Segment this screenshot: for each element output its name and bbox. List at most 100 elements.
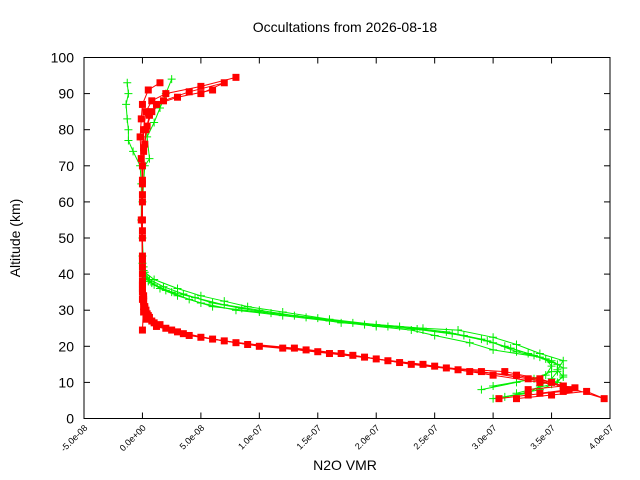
data-point	[506, 344, 515, 353]
data-point	[144, 86, 152, 94]
data-point	[501, 368, 509, 376]
series-line	[141, 263, 564, 394]
data-point	[138, 326, 146, 334]
data-point	[483, 336, 492, 345]
data-point	[138, 162, 146, 170]
x-tick-label: 2.5e-07	[411, 423, 440, 452]
data-point	[145, 154, 154, 163]
data-point	[477, 385, 486, 394]
data-point	[152, 322, 160, 330]
data-point	[143, 122, 151, 130]
data-point	[196, 291, 205, 300]
data-point	[142, 126, 150, 134]
data-point	[232, 73, 240, 81]
data-point	[512, 395, 520, 403]
data-point	[150, 118, 159, 127]
series-0	[122, 75, 568, 403]
data-point	[548, 391, 556, 399]
data-point	[123, 78, 132, 87]
data-point	[535, 349, 544, 358]
data-point	[465, 338, 474, 347]
data-point	[138, 256, 146, 264]
data-point	[430, 331, 439, 340]
data-point	[372, 320, 381, 329]
series-line	[143, 271, 553, 387]
data-point	[553, 365, 562, 374]
data-point	[489, 371, 497, 379]
data-point	[144, 312, 152, 320]
data-point	[419, 360, 427, 368]
x-tick-label: 3.5e-07	[528, 423, 557, 452]
data-point	[559, 363, 568, 372]
data-point	[124, 125, 133, 134]
y-tick-label: 0	[66, 411, 74, 427]
data-point	[124, 89, 133, 98]
data-point	[524, 386, 532, 394]
x-tick-label: 4.0e-07	[587, 423, 616, 452]
series-line	[141, 76, 576, 400]
data-point	[208, 298, 217, 307]
data-point	[185, 331, 193, 339]
data-point	[372, 355, 380, 363]
y-axis-label: Altitude (km)	[7, 199, 23, 278]
data-point	[145, 111, 153, 119]
data-point	[325, 350, 333, 358]
data-point	[209, 86, 217, 94]
data-point	[565, 386, 573, 394]
data-point	[220, 337, 228, 345]
data-point	[136, 133, 144, 141]
data-point	[142, 315, 150, 323]
data-point	[141, 140, 149, 148]
data-point	[138, 281, 146, 289]
y-tick-label: 70	[58, 158, 74, 174]
x-tick-label: -5.0e-08	[59, 423, 90, 454]
data-point	[536, 389, 544, 397]
plot-frame	[83, 57, 611, 419]
x-tick-label: 5.0e-08	[178, 423, 207, 452]
data-point	[150, 319, 158, 327]
data-point	[495, 395, 503, 403]
data-point	[244, 340, 252, 348]
data-point	[162, 324, 170, 332]
y-tick-label: 60	[58, 194, 74, 210]
x-tick-label: 2.0e-07	[353, 423, 382, 452]
data-point	[454, 326, 463, 335]
data-point	[137, 155, 145, 163]
data-point	[152, 100, 160, 108]
data-point	[138, 295, 146, 303]
y-tick-label: 40	[58, 266, 74, 282]
data-point	[123, 114, 132, 123]
data-point	[179, 330, 187, 338]
data-point	[179, 289, 188, 298]
data-point	[142, 108, 150, 116]
data-point	[137, 115, 145, 123]
x-tick-label: 0.0e+00	[118, 423, 148, 453]
data-point	[155, 104, 164, 113]
y-tick-label: 80	[58, 122, 74, 138]
series-1	[136, 73, 608, 403]
data-point	[162, 90, 170, 98]
data-point	[159, 97, 167, 105]
data-point	[536, 378, 544, 386]
data-point	[559, 372, 568, 381]
y-tick-label: 10	[58, 374, 74, 390]
data-point	[174, 93, 182, 101]
y-tick-label: 100	[51, 50, 75, 66]
data-point	[148, 97, 156, 105]
data-point	[140, 292, 148, 300]
data-point	[466, 368, 474, 376]
data-point	[571, 384, 579, 392]
data-point	[349, 351, 357, 359]
data-point	[290, 344, 298, 352]
data-point	[145, 275, 154, 284]
data-point	[477, 368, 485, 376]
data-point	[524, 391, 532, 399]
data-point	[600, 395, 608, 403]
data-point	[337, 318, 346, 327]
data-point	[448, 329, 457, 338]
data-point	[124, 136, 133, 145]
data-point	[148, 108, 156, 116]
data-point	[143, 132, 152, 141]
data-point	[559, 382, 567, 390]
